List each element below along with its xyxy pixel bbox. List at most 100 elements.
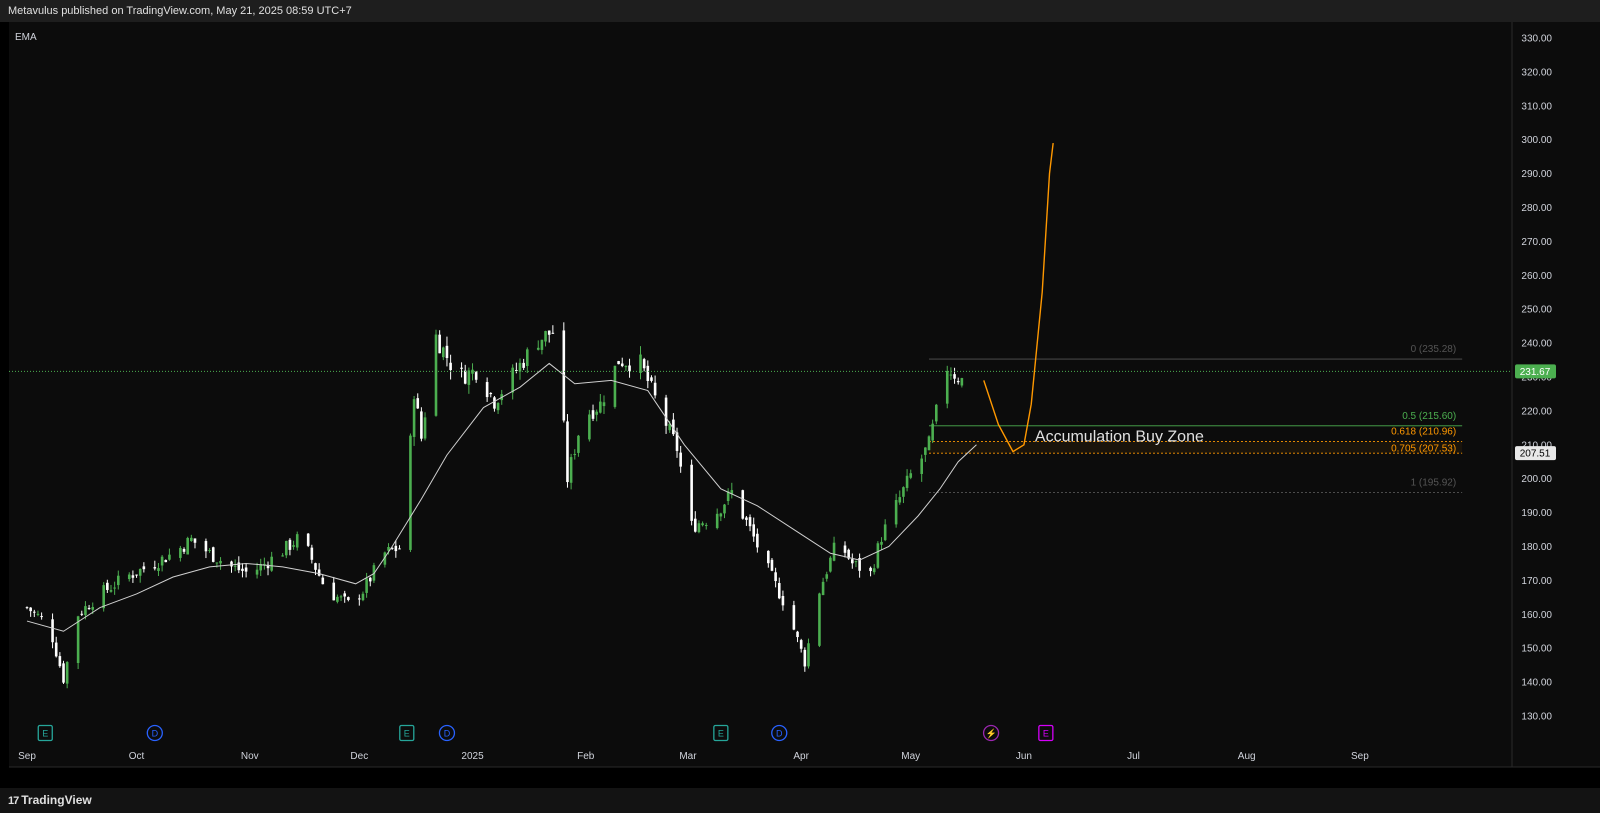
fib-level-label: 0.5 (215.60) <box>1402 411 1456 422</box>
candle-body <box>653 382 657 396</box>
candle-body <box>339 596 343 598</box>
candle-body <box>883 524 887 541</box>
earnings-marker[interactable]: E <box>37 724 53 742</box>
price-tick-label: 250.00 <box>1521 305 1552 316</box>
candle-body <box>902 487 905 497</box>
candle-body <box>639 354 642 373</box>
candle-body <box>953 374 956 379</box>
earnings-marker-glyph: E <box>718 729 724 739</box>
dividend-marker-glyph: D <box>776 729 783 739</box>
candle-body <box>931 423 934 441</box>
candle-body <box>106 582 109 590</box>
candle-body <box>295 534 299 548</box>
candle-body <box>511 367 514 393</box>
fib-level-label: 0 (235.28) <box>1411 344 1457 355</box>
event-markers[interactable]: E D E D E D ⚡ E <box>37 724 1054 742</box>
candle-body <box>54 642 58 657</box>
candle-body <box>80 613 84 615</box>
dividend-marker[interactable]: D <box>771 724 788 742</box>
candle-body <box>343 593 347 597</box>
split-marker[interactable]: ⚡ <box>982 724 1000 742</box>
accumulation-zone-label[interactable]: Accumulation Buy Zone <box>1035 429 1204 446</box>
candle-body <box>40 616 43 618</box>
candle-body <box>770 559 774 571</box>
candle-body <box>646 365 650 381</box>
candle-body <box>723 504 726 514</box>
fibonacci-retracement[interactable]: 0 (235.28) 0.5 (215.60) 0.618 (210.96) 0.70… <box>928 344 1463 493</box>
time-tick-label: Oct <box>129 751 145 762</box>
earnings-marker-glyph: E <box>42 729 48 739</box>
last-price-badge: 231.67 <box>1515 364 1556 379</box>
upcoming-earnings-marker[interactable]: E <box>1038 724 1054 742</box>
earnings-marker[interactable]: E <box>713 724 729 742</box>
price-tick-label: 190.00 <box>1521 508 1552 519</box>
candle-body <box>672 419 675 435</box>
candle-body <box>51 619 54 643</box>
candle-body <box>131 575 135 578</box>
candle-body <box>924 447 927 455</box>
candle-body <box>445 345 449 359</box>
candle-body <box>263 563 266 565</box>
candle-body <box>818 593 821 646</box>
candle-body <box>821 581 825 596</box>
candle-body <box>540 339 544 350</box>
projection-curve[interactable] <box>983 143 1054 453</box>
candle-body <box>843 545 847 553</box>
candle-body <box>387 546 390 551</box>
candle-body <box>832 542 836 561</box>
candle-body <box>664 397 668 426</box>
time-tick-label: Nov <box>241 751 259 762</box>
candle-body <box>91 607 95 610</box>
candle-body <box>920 458 923 474</box>
candle-body <box>336 596 339 602</box>
time-tick-label: Dec <box>350 751 368 762</box>
candle-body <box>595 411 598 415</box>
candle-body <box>186 537 189 555</box>
candle-body <box>204 541 208 552</box>
time-tick-label: Sep <box>1351 751 1369 762</box>
candle-body <box>956 381 960 383</box>
earnings-marker-icon <box>713 724 729 742</box>
time-tick-label: Jun <box>1016 751 1032 762</box>
candle-body <box>36 613 40 615</box>
publish-info: Metavulus published on TradingView.com, … <box>8 5 352 17</box>
accumulation-zone-band <box>928 441 1463 454</box>
split-marker-glyph: ⚡ <box>985 728 996 740</box>
time-tick-label: Apr <box>793 751 809 762</box>
candle-body <box>438 334 441 354</box>
dividend-marker[interactable]: D <box>438 724 456 742</box>
candle-body <box>613 365 617 407</box>
candle-body <box>284 540 288 556</box>
tradingview-logo[interactable]: 17 TradingView <box>8 793 92 807</box>
price-tick-label: 330.00 <box>1521 34 1552 45</box>
candle-body <box>416 398 420 409</box>
candle-body <box>358 598 361 600</box>
candle-body <box>412 399 416 437</box>
candle-body <box>650 377 653 381</box>
candle-body <box>602 402 606 407</box>
price-tick-label: 310.00 <box>1521 101 1552 112</box>
dividend-marker[interactable]: D <box>146 724 163 742</box>
candle-body <box>434 334 438 416</box>
candle-body <box>858 558 861 571</box>
candle-body <box>215 562 219 564</box>
dividend-marker-icon <box>771 724 788 742</box>
price-chart[interactable]: EMA 330.00 320.00 310.00 300.00 290.00 280.00… <box>0 0 1600 788</box>
candle-body <box>518 362 522 372</box>
candle-body <box>745 517 748 520</box>
candle-body <box>244 567 248 572</box>
candle-body <box>332 582 336 601</box>
candle-body <box>420 411 423 439</box>
candle-body <box>934 404 938 422</box>
candle-body <box>719 513 723 517</box>
candle-body <box>292 545 295 547</box>
candle-body <box>157 568 160 572</box>
fib-level-label: 0.705 (207.53) <box>1391 444 1456 455</box>
earnings-marker[interactable]: E <box>399 724 415 742</box>
price-tick-label: 150.00 <box>1521 644 1552 655</box>
candle-body <box>777 583 781 599</box>
candle-body <box>774 572 777 582</box>
candle-body <box>909 473 913 478</box>
candle-body <box>617 361 620 365</box>
price-axis-background <box>1512 22 1600 767</box>
